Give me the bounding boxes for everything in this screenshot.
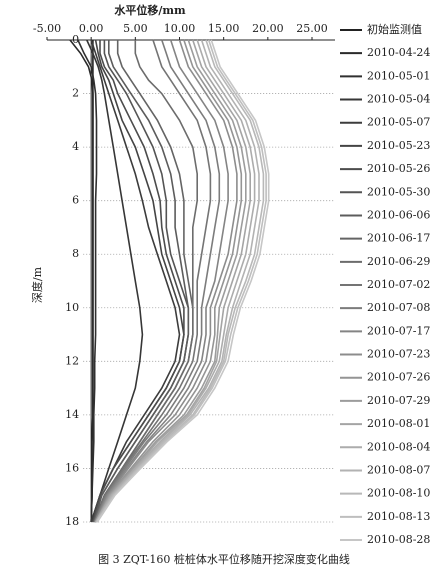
x-tick-label: 5.00	[123, 22, 148, 35]
series-line	[93, 39, 221, 523]
x-tick-label: 25.00	[296, 22, 328, 35]
y-axis-label: 深度/m	[30, 266, 44, 303]
series-line	[69, 39, 94, 523]
legend-label: 2010-05-30	[367, 185, 430, 198]
series-line	[96, 39, 270, 523]
series-line	[93, 40, 190, 523]
legend-label: 2010-05-26	[367, 162, 430, 175]
x-tick-label: -5.00	[33, 22, 61, 35]
x-tick-label: 20.00	[252, 22, 284, 35]
x-tick-label: 10.00	[164, 22, 196, 35]
legend-label: 2010-08-13	[367, 510, 430, 523]
legend-label: 初始监测值	[367, 22, 422, 36]
y-tick-label: 12	[65, 354, 79, 367]
series-line	[93, 39, 212, 523]
legend-label: 2010-07-26	[367, 371, 430, 384]
y-tick-label: 18	[65, 515, 79, 528]
x-tick-label: 0.00	[79, 22, 104, 35]
legend-label: 2010-08-04	[367, 440, 430, 453]
series-line	[94, 39, 256, 523]
x-tick-label: 15.00	[208, 22, 240, 35]
series-line	[95, 39, 265, 523]
legend-label: 2010-05-01	[367, 69, 430, 82]
series-line	[93, 40, 198, 523]
legend-label: 2010-07-02	[367, 278, 430, 291]
series-line	[94, 39, 238, 523]
legend-label: 2010-07-23	[367, 348, 430, 361]
series-line	[94, 39, 247, 523]
series-line	[93, 39, 229, 523]
legend-label: 2010-05-07	[367, 116, 430, 129]
legend-label: 2010-04-24	[367, 46, 430, 59]
legend-label: 2010-05-04	[367, 93, 430, 106]
legend-label: 2010-08-01	[367, 417, 430, 430]
legend-label: 2010-08-28	[367, 533, 430, 546]
series-line	[90, 39, 181, 523]
legend-label: 2010-08-10	[367, 487, 430, 500]
y-tick-label: 16	[65, 461, 79, 474]
y-tick-label: 6	[72, 194, 79, 207]
y-tick-label: 8	[72, 247, 79, 260]
y-tick-label: 14	[65, 408, 79, 421]
legend-label: 2010-06-06	[367, 208, 430, 221]
series-line	[94, 39, 243, 523]
legend-label: 2010-07-08	[367, 301, 430, 314]
series-line	[95, 39, 260, 523]
legend-label: 2010-05-23	[367, 139, 430, 152]
legend-label: 2010-06-17	[367, 232, 430, 245]
legend-label: 2010-07-29	[367, 394, 430, 407]
legend-label: 2010-07-17	[367, 324, 430, 337]
y-tick-label: 4	[72, 140, 79, 153]
series-line	[86, 39, 144, 523]
y-tick-label: 10	[65, 301, 79, 314]
series-line	[92, 40, 185, 523]
caption: 图 3 ZQT-160 桩桩体水平位移随开挖深度变化曲线	[98, 552, 350, 566]
y-tick-label: 2	[72, 87, 79, 100]
legend-label: 2010-08-07	[367, 463, 430, 476]
series-line	[77, 39, 98, 523]
series-line	[95, 39, 267, 523]
x-axis-label: 水平位移/mm	[114, 3, 186, 17]
series-line	[94, 39, 251, 523]
legend-label: 2010-06-29	[367, 255, 430, 268]
